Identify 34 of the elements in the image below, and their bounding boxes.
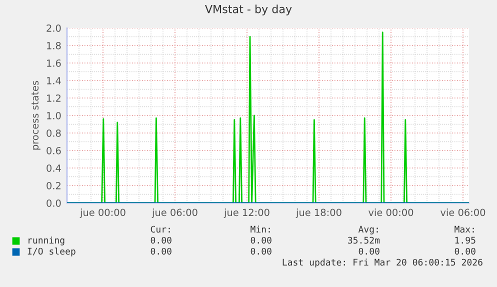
y-tick-label: 1.2 xyxy=(47,94,60,102)
y-tick-label: 1.8 xyxy=(47,42,61,50)
text: Last update: Fri Mar 20 06:00:15 2026 xyxy=(282,258,482,268)
y-tick-label: 0.6 xyxy=(46,146,61,154)
y-tick-label: 0.8 xyxy=(46,129,61,137)
text: 35.52m xyxy=(348,236,380,244)
text: Avg: xyxy=(358,226,378,234)
x-tick-label: jue 06:00 xyxy=(152,208,198,218)
chart-title: VMstat - by day xyxy=(205,4,292,16)
text: Min: xyxy=(250,226,270,233)
y-tick-label: 0.2 xyxy=(46,182,60,190)
y-tick-label: 1.6 xyxy=(47,59,61,67)
text: Cur: xyxy=(150,226,170,233)
text: 0.00 xyxy=(150,236,172,244)
y-tick-label: 1.4 xyxy=(47,77,61,84)
y-axis-title: process states xyxy=(32,80,40,150)
legend-label: running xyxy=(28,236,64,246)
text: 0.00 xyxy=(358,248,380,255)
y-tick-label: 1.0 xyxy=(47,112,61,120)
y-tick-label: 2.0 xyxy=(46,24,61,32)
y-tick-label: 0.0 xyxy=(46,199,61,207)
text: 0.00 xyxy=(250,248,272,255)
legend-label: I/O sleep xyxy=(28,248,76,256)
x-tick-label: vie 00:00 xyxy=(368,208,414,216)
text: 0.00 xyxy=(150,248,172,255)
text: Max: xyxy=(454,226,474,233)
text: 0.00 xyxy=(250,236,272,244)
x-tick-label: jue 00:00 xyxy=(80,208,126,218)
y-tick-label: 0.4 xyxy=(46,164,61,172)
text: 1.95 xyxy=(455,236,476,244)
text: 0.00 xyxy=(454,248,476,255)
x-tick-label: jue 12:00 xyxy=(224,208,270,218)
x-tick-label: jue 18:00 xyxy=(296,208,342,218)
x-tick-label: vie 06:00 xyxy=(440,208,486,216)
